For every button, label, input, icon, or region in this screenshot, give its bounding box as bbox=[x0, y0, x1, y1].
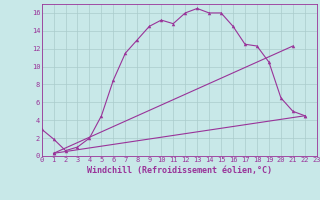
X-axis label: Windchill (Refroidissement éolien,°C): Windchill (Refroidissement éolien,°C) bbox=[87, 166, 272, 175]
